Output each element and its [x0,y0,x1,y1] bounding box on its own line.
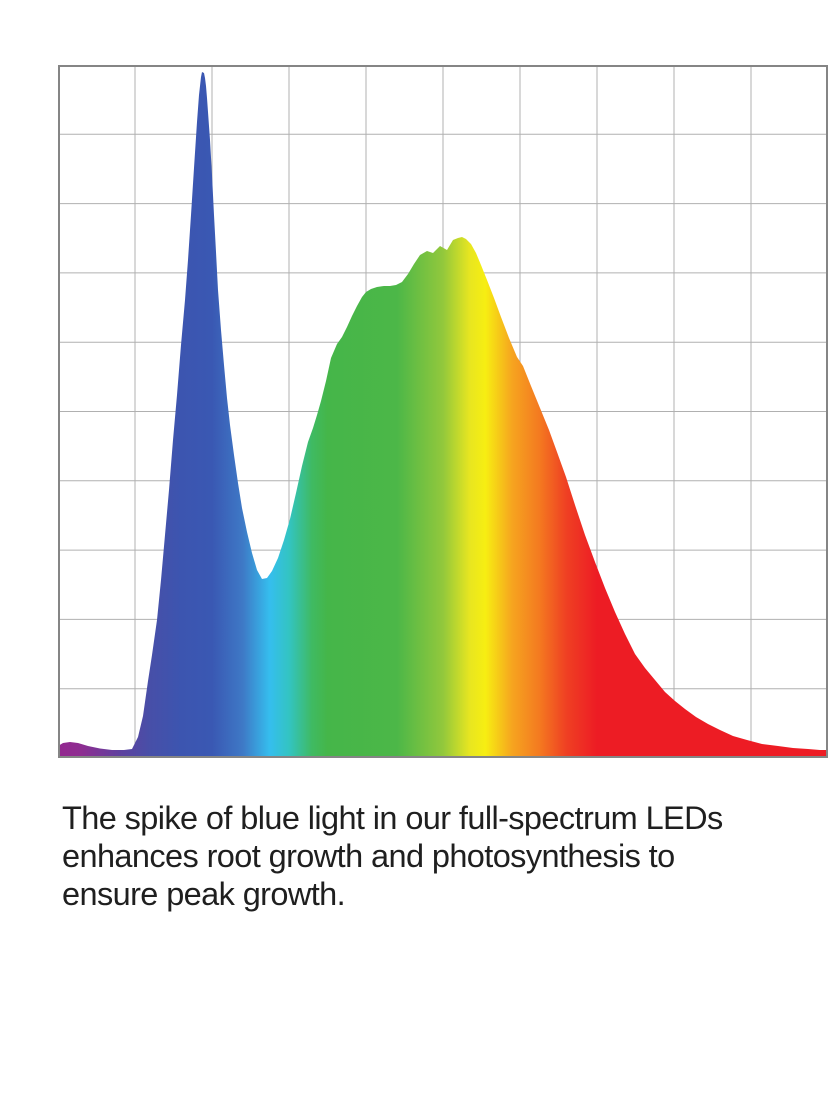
chart-frame [58,65,828,758]
chart-svg [58,65,828,758]
caption: The spike of blue light in our full-spec… [62,799,807,913]
caption-line-3: ensure peak growth. [62,876,346,912]
spectrum-chart [58,65,828,758]
spectrum-area [58,72,828,758]
caption-line-2: enhances root growth and photosynthesis … [62,838,675,874]
caption-line-1: The spike of blue light in our full-spec… [62,800,723,836]
